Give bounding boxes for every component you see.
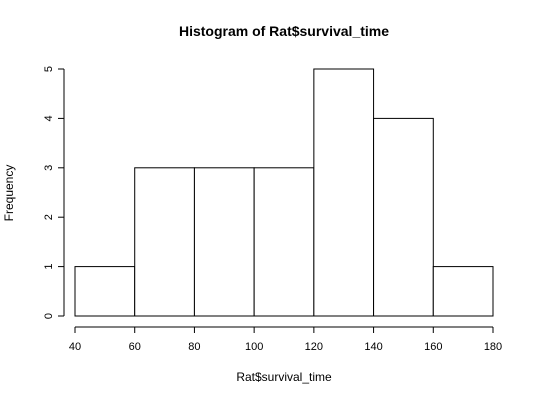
histogram-bar-3: [193, 167, 255, 317]
y-tick-label: 4: [43, 115, 55, 121]
x-tick-label: 160: [424, 341, 442, 353]
chart-title: Histogram of Rat$survival_time: [179, 23, 389, 39]
x-axis: 40 60 80 100 120 140 160 180: [69, 326, 502, 353]
x-tick-label: 60: [129, 341, 141, 353]
x-tick-label: 180: [484, 341, 502, 353]
x-tick-label: 120: [305, 341, 323, 353]
x-tick-label: 80: [188, 341, 200, 353]
histogram-bar-7: [432, 266, 494, 317]
histogram-bar-4: [253, 167, 315, 317]
y-tick-label: 2: [43, 214, 55, 220]
bars-group: [74, 68, 494, 317]
histogram-bar-2: [134, 167, 195, 317]
y-tick-label: 0: [43, 313, 55, 319]
y-tick-label: 1: [43, 264, 55, 270]
x-tick-label: 140: [364, 341, 382, 353]
y-axis-label: Frequency: [2, 165, 16, 222]
y-axis: 0 1 2 3 4 5: [43, 66, 65, 319]
histogram-bar-1: [74, 266, 136, 317]
x-tick-label: 100: [245, 341, 263, 353]
x-axis-label: Rat$survival_time: [236, 370, 332, 384]
histogram-bar-5: [313, 68, 375, 317]
y-tick-label: 5: [43, 66, 55, 72]
histogram-bar-6: [373, 117, 434, 317]
y-tick-label: 3: [43, 165, 55, 171]
x-tick-label: 40: [69, 341, 81, 353]
